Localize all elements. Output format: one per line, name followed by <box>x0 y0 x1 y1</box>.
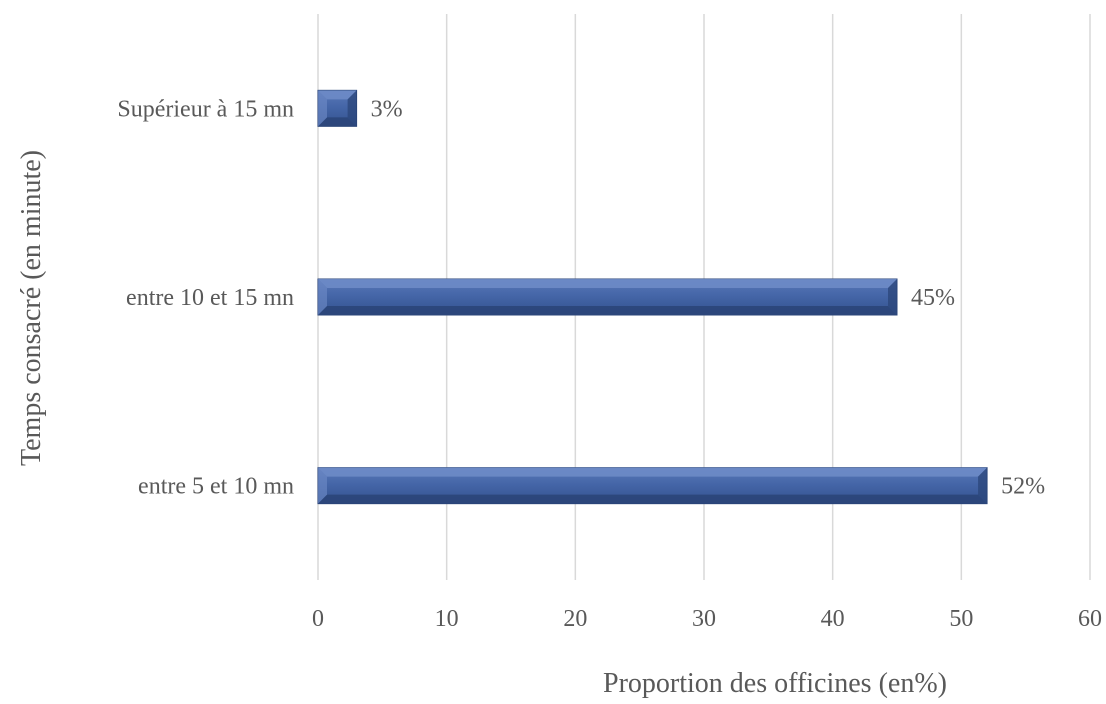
y-axis-title: Temps consacré (en minute) <box>16 150 47 466</box>
bar-bevel-bottom <box>318 117 357 127</box>
x-tick-label: 20 <box>563 606 587 632</box>
x-tick-label: 0 <box>312 606 324 632</box>
data-label: 3% <box>371 96 403 122</box>
x-tick-labels: 0 10 20 30 40 50 60 <box>312 606 1102 632</box>
category-labels: Supérieur à 15 mn entre 10 et 15 mn entre … <box>117 96 294 499</box>
x-tick-label: 50 <box>949 606 973 632</box>
bars <box>317 89 988 505</box>
bar <box>317 467 988 505</box>
data-label: 45% <box>911 285 955 311</box>
bar-bevel-bottom <box>318 494 988 504</box>
category-label: entre 10 et 15 mn <box>126 285 294 311</box>
x-tick-label: 60 <box>1078 606 1102 632</box>
bar-bevel-top <box>318 90 357 100</box>
category-label: Supérieur à 15 mn <box>117 96 294 122</box>
bar-bevel-right <box>347 90 357 127</box>
data-label: 52% <box>1001 474 1045 500</box>
bar-bevel-right <box>978 467 988 504</box>
bar-bevel-right <box>888 279 897 315</box>
x-tick-label: 10 <box>435 606 459 632</box>
bar-bevel-top <box>318 467 988 477</box>
x-axis-title: Proportion des officines (en%) <box>603 668 947 699</box>
category-label: entre 5 et 10 mn <box>138 474 294 500</box>
bar-bevel-left <box>318 90 327 127</box>
bar-bevel-bottom <box>318 306 897 315</box>
bar-bevel-left <box>318 467 327 504</box>
bar-bevel-top <box>318 279 897 288</box>
x-tick-label: 40 <box>821 606 845 632</box>
bar-bevel-left <box>318 279 327 315</box>
bar <box>317 278 898 316</box>
bar <box>317 89 358 127</box>
data-labels: 3% 45% 52% <box>371 96 1045 499</box>
x-tick-label: 30 <box>692 606 716 632</box>
